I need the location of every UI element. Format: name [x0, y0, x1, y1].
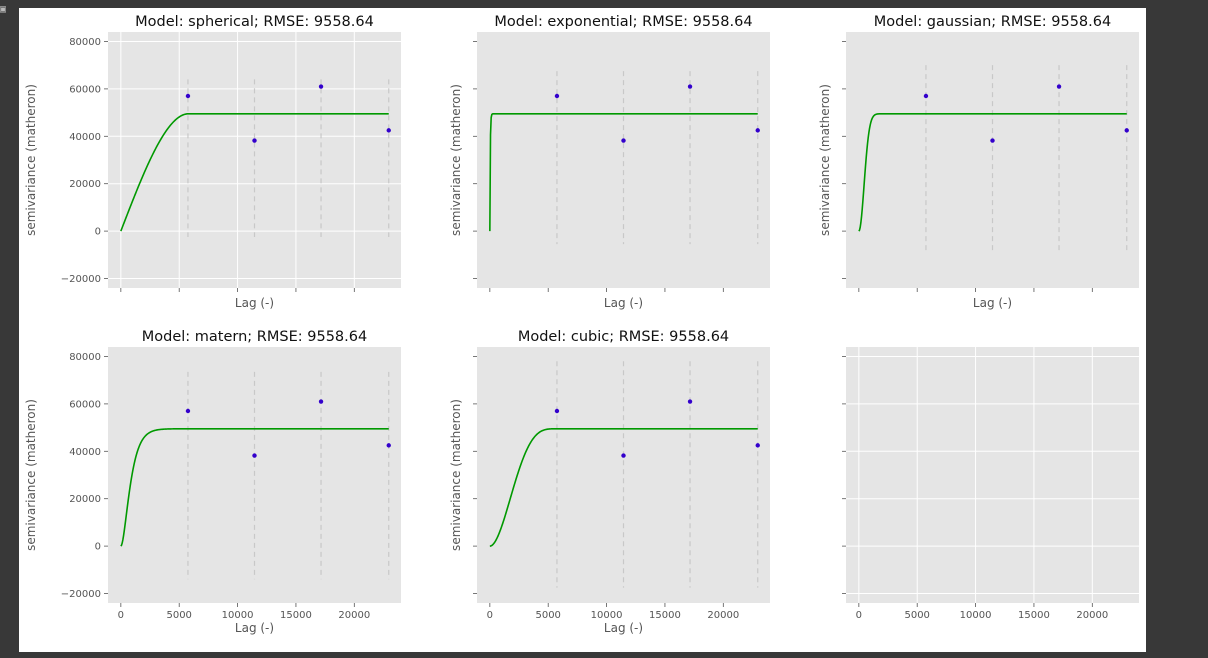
data-point [687, 84, 693, 89]
x-tick-label: 0 [118, 610, 124, 621]
x-tick-label: 20000 [1076, 610, 1108, 621]
data-point [755, 128, 760, 133]
data-point [185, 408, 191, 414]
x-tick-label: 0 [856, 610, 862, 621]
x-tick-label: 10000 [960, 610, 992, 621]
data-point [554, 93, 560, 99]
data-point [923, 93, 929, 99]
x-tick-label: 5000 [166, 610, 191, 621]
x-tick-label: 10000 [222, 610, 254, 621]
data-point [1056, 84, 1062, 89]
subplot-3: Model: gaussian; RMSE: 9558.64 Lag (-) sem… [818, 14, 1139, 310]
data-point [386, 128, 391, 133]
x-tick-label: 15000 [280, 610, 312, 621]
y-axis-label: semivariance (matheron) [24, 84, 38, 236]
x-axis-label: Lag (-) [235, 621, 274, 635]
y-tick-label: −20000 [61, 589, 101, 600]
y-tick-label: 20000 [69, 179, 101, 190]
data-point [318, 84, 324, 89]
y-tick-label: 40000 [69, 132, 101, 143]
y-axis-label: semivariance (matheron) [818, 84, 832, 236]
y-tick-label: 0 [95, 542, 101, 553]
data-point [1124, 128, 1129, 133]
y-axis-label: semivariance (matheron) [449, 84, 463, 236]
subplot-title: Model: spherical; RMSE: 9558.64 [135, 14, 374, 30]
subplot-6: 0 5000 10000 15000 20000 [842, 347, 1139, 621]
model-line [858, 112, 1127, 232]
x-axis-label: Lag (-) [604, 296, 643, 310]
y-axis-label: semivariance (matheron) [449, 399, 463, 551]
data-point [252, 453, 257, 458]
y-tick-label: 60000 [69, 399, 101, 410]
subplot-title: Model: exponential; RMSE: 9558.64 [494, 14, 752, 30]
cell-output-area: −20000 0 20000 40000 60000 80000 Model: spheri… [19, 8, 1146, 652]
plot-area [108, 32, 401, 288]
x-axis-label: Lag (-) [604, 621, 643, 635]
x-tick-label: 5000 [535, 610, 560, 621]
data-point [990, 138, 995, 143]
y-axis-label: semivariance (matheron) [24, 399, 38, 551]
variogram-figure: −20000 0 20000 40000 60000 80000 Model: spheri… [24, 14, 1139, 635]
data-point [687, 399, 693, 404]
data-point [554, 408, 560, 414]
y-tick-label: 20000 [69, 494, 101, 505]
data-point [252, 138, 257, 143]
model-line [120, 112, 389, 232]
x-tick-label: 20000 [338, 610, 370, 621]
y-tick-label: 0 [95, 227, 101, 238]
model-line [120, 427, 389, 547]
y-tick-label: 80000 [69, 352, 101, 363]
x-tick-label: 15000 [1018, 610, 1050, 621]
data-point [621, 453, 626, 458]
plot-area [846, 347, 1139, 603]
x-tick-label: 20000 [707, 610, 739, 621]
subplot-2: Model: exponential; RMSE: 9558.64 Lag (-)… [449, 14, 770, 310]
y-tick-label: 60000 [69, 84, 101, 95]
data-point [318, 399, 324, 404]
subplot-5: 0 5000 10000 15000 20000 Model: cubic; RMSE: … [449, 329, 770, 635]
data-point [386, 443, 391, 448]
x-tick-label: 15000 [649, 610, 681, 621]
data-point [755, 443, 760, 448]
x-tick-label: 0 [487, 610, 493, 621]
y-tick-label: 80000 [69, 37, 101, 48]
model-line [489, 112, 758, 232]
subplot-1: −20000 0 20000 40000 60000 80000 Model: spheri… [24, 14, 401, 310]
subplot-4: 0 5000 10000 15000 20000 −20000 0 20000 40000 600… [24, 329, 401, 635]
x-tick-label: 5000 [904, 610, 929, 621]
plot-area [477, 32, 770, 288]
subplot-title: Model: cubic; RMSE: 9558.64 [518, 329, 729, 345]
subplot-title: Model: matern; RMSE: 9558.64 [142, 329, 367, 345]
output-toggle-icon[interactable]: ▣ [0, 4, 7, 15]
x-tick-label: 10000 [591, 610, 623, 621]
y-tick-label: 40000 [69, 447, 101, 458]
model-line [489, 427, 758, 547]
x-axis-label: Lag (-) [235, 296, 274, 310]
plot-area [477, 347, 770, 603]
subplot-title: Model: gaussian; RMSE: 9558.64 [874, 14, 1111, 30]
data-point [621, 138, 626, 143]
data-point [185, 93, 191, 99]
y-tick-label: −20000 [61, 274, 101, 285]
x-axis-label: Lag (-) [973, 296, 1012, 310]
